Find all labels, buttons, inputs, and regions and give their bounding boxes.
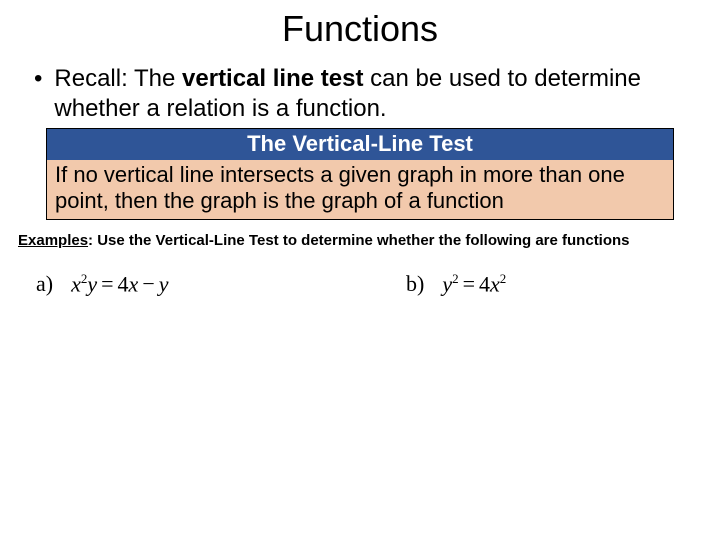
equation-b-label: b) — [406, 271, 424, 297]
examples-line: Examples: Use the Vertical-Line Test to … — [18, 232, 702, 249]
definition-body: If no vertical line intersects a given g… — [47, 160, 673, 219]
examples-label: Examples — [18, 232, 88, 249]
eq-b-rhs-exp: 2 — [500, 271, 507, 286]
examples-rest: : Use the Vertical-Line Test to determin… — [88, 232, 629, 249]
eq-a-y: y — [159, 271, 169, 296]
equation-b: b) y2=4x2 — [406, 271, 506, 297]
eq-a-4: 4 — [118, 271, 129, 296]
eq-b-equals: = — [459, 271, 479, 296]
definition-header: The Vertical-Line Test — [47, 129, 673, 160]
bullet-text: Recall: The vertical line test can be us… — [54, 64, 686, 124]
eq-a-equals: = — [97, 271, 117, 296]
recall-bullet: • Recall: The vertical line test can be … — [34, 64, 686, 124]
bullet-dot: • — [34, 64, 42, 124]
eq-b-var: y — [442, 271, 452, 296]
equation-row: a) x2y=4x−y b) y2=4x2 — [36, 271, 720, 297]
eq-b-4: 4 — [479, 271, 490, 296]
eq-a-x: x — [129, 271, 139, 296]
equation-b-math: y2=4x2 — [442, 271, 506, 297]
equation-a: a) x2y=4x−y — [36, 271, 406, 297]
eq-b-exp: 2 — [452, 271, 459, 286]
bullet-bold: vertical line test — [182, 65, 363, 92]
eq-a-var1: x — [71, 271, 81, 296]
equation-a-label: a) — [36, 271, 53, 297]
bullet-prefix: Recall: The — [54, 65, 182, 92]
eq-b-x: x — [490, 271, 500, 296]
eq-a-var2: y — [87, 271, 97, 296]
definition-box: The Vertical-Line Test If no vertical li… — [46, 128, 674, 220]
equation-a-math: x2y=4x−y — [71, 271, 168, 297]
page-title: Functions — [0, 8, 720, 50]
eq-a-minus: − — [138, 271, 158, 296]
